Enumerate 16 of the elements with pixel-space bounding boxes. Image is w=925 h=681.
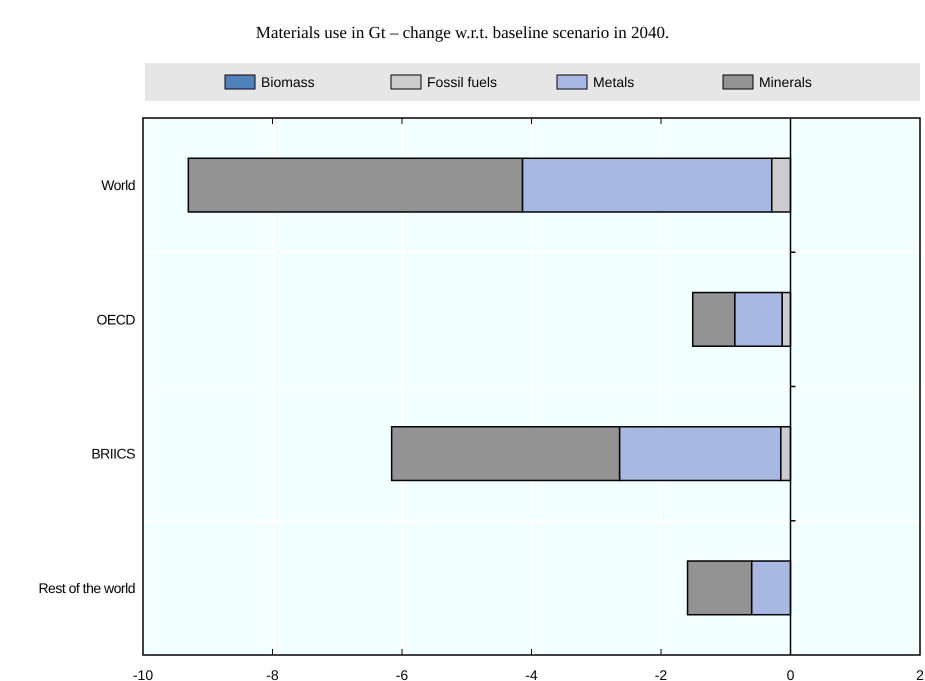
legend-label: Biomass [261,74,315,90]
legend-label: Fossil fuels [427,74,498,90]
x-tick-label: -10 [132,667,154,681]
x-tick-label: -4 [525,667,538,681]
x-tick-label: 0 [786,667,795,681]
y-tick-label: Rest of the world [38,580,135,596]
y-tick-label: World [101,177,135,194]
x-tick-label: -2 [654,667,668,681]
x-tick-label: -6 [396,667,408,681]
legend-label: Metals [593,74,634,90]
x-tick-label: -8 [266,667,279,681]
y-tick-label: OECD [96,311,136,328]
y-tick-label: BRIICS [91,446,136,462]
legend-label: Minerals [759,74,812,90]
x-tick-label: 2 [916,667,924,681]
chart-title: Materials use in Gt – change w.r.t. baseline scenario in 2040. [256,23,670,42]
